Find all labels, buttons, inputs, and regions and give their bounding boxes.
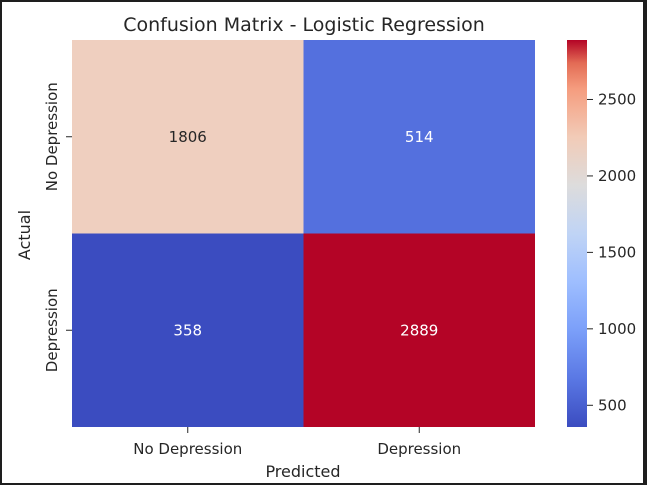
- x-tick-label: No Depression: [133, 440, 242, 458]
- heatmap-cell-value: 1806: [169, 128, 207, 146]
- colorbar-tick-label: 1500: [598, 243, 636, 261]
- heatmap-cells: [72, 40, 535, 427]
- heatmap-cell: [72, 233, 304, 427]
- heatmap-cell: [72, 40, 304, 234]
- colorbar-tick-label: 500: [598, 396, 627, 414]
- colorbar: [567, 40, 587, 427]
- colorbar-tick-label: 1000: [598, 320, 636, 338]
- heatmap-cell: [303, 233, 535, 427]
- colorbar-tick-label: 2000: [598, 167, 636, 185]
- y-tick-label: No Depression: [43, 82, 61, 191]
- heatmap-cell-value: 358: [173, 321, 202, 339]
- colorbar-tick-label: 2500: [598, 90, 636, 108]
- colorbar-ticks: 500 1000 1500 2000 2500: [587, 90, 636, 414]
- heatmap-cell-value: 514: [405, 128, 434, 146]
- y-tick-label: Depression: [43, 288, 61, 372]
- y-axis-ticks: No Depression Depression: [43, 82, 72, 372]
- x-axis-ticks: No Depression Depression: [133, 427, 461, 458]
- y-axis-label: Actual: [15, 210, 34, 260]
- x-axis-label: Predicted: [265, 462, 340, 481]
- heatmap-cell-value: 2889: [400, 321, 438, 339]
- heatmap-cell-labels: 1806 514 358 2889: [169, 128, 439, 340]
- chart-title: Confusion Matrix - Logistic Regression: [123, 14, 485, 36]
- x-tick-label: Depression: [377, 440, 461, 458]
- heatmap-cell: [303, 40, 535, 234]
